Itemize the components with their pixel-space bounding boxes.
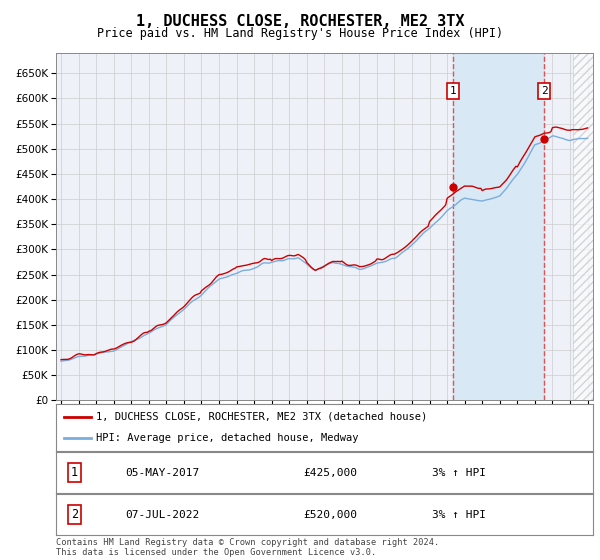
Text: Contains HM Land Registry data © Crown copyright and database right 2024.
This d: Contains HM Land Registry data © Crown c… [56, 538, 439, 557]
Text: 2: 2 [541, 86, 547, 96]
Text: HPI: Average price, detached house, Medway: HPI: Average price, detached house, Medw… [96, 433, 359, 444]
Bar [453, 53, 544, 400]
Text: 07-JUL-2022: 07-JUL-2022 [125, 510, 200, 520]
Text: Price paid vs. HM Land Registry's House Price Index (HPI): Price paid vs. HM Land Registry's House … [97, 27, 503, 40]
Text: 3% ↑ HPI: 3% ↑ HPI [432, 468, 486, 478]
Text: £520,000: £520,000 [303, 510, 357, 520]
Text: 2: 2 [71, 508, 78, 521]
Bar [574, 53, 600, 400]
Text: 05-MAY-2017: 05-MAY-2017 [125, 468, 200, 478]
Text: 1: 1 [450, 86, 457, 96]
Text: 1, DUCHESS CLOSE, ROCHESTER, ME2 3TX: 1, DUCHESS CLOSE, ROCHESTER, ME2 3TX [136, 14, 464, 29]
Text: 1, DUCHESS CLOSE, ROCHESTER, ME2 3TX (detached house): 1, DUCHESS CLOSE, ROCHESTER, ME2 3TX (de… [96, 412, 427, 422]
Bar [574, 53, 600, 400]
Text: £425,000: £425,000 [303, 468, 357, 478]
Text: 3% ↑ HPI: 3% ↑ HPI [432, 510, 486, 520]
Text: 1: 1 [71, 466, 78, 479]
